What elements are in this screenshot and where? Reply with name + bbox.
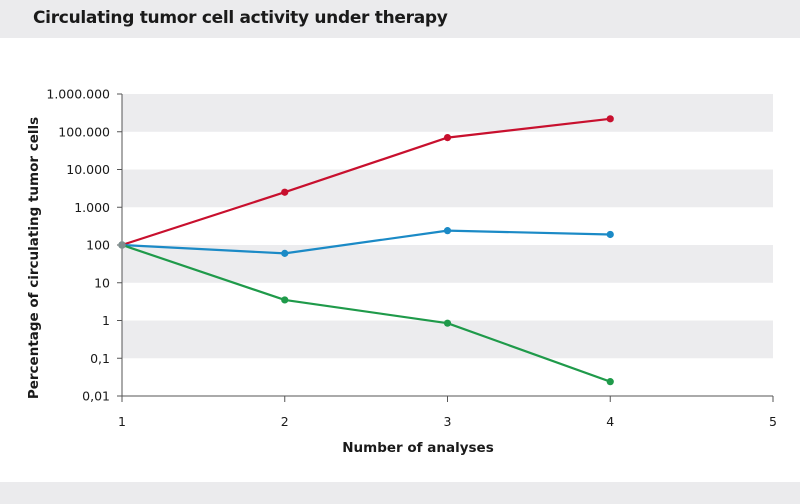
data-point bbox=[443, 319, 452, 327]
x-tick-label: 5 bbox=[769, 414, 777, 429]
data-point bbox=[606, 378, 614, 386]
data-point bbox=[606, 115, 614, 123]
y-tick-label: 0,01 bbox=[82, 389, 110, 404]
series-group bbox=[118, 115, 614, 386]
x-tick-label: 4 bbox=[606, 414, 614, 429]
x-axis-ticks: 1 2 3 4 5 bbox=[118, 396, 777, 429]
y-tick-label: 100 bbox=[86, 238, 110, 253]
data-point bbox=[606, 230, 614, 239]
title-bar: Circulating tumor cell activity under th… bbox=[0, 0, 800, 38]
data-point bbox=[281, 188, 289, 196]
grid-band bbox=[122, 94, 773, 132]
data-point bbox=[281, 249, 289, 257]
series-line bbox=[121, 117, 611, 247]
y-tick-label: 10.000 bbox=[66, 162, 110, 177]
data-point bbox=[443, 227, 452, 235]
y-axis-label: Percentage of circulating tumor cells bbox=[26, 117, 42, 399]
x-tick-label: 3 bbox=[444, 414, 452, 429]
y-tick-label: 1.000.000 bbox=[46, 87, 110, 102]
grid-band bbox=[122, 320, 773, 359]
data-point bbox=[281, 296, 289, 304]
y-axis-ticks: 0,01 0,1 1 10 100 1.000 10.000 100.000 1.000.000 bbox=[46, 87, 122, 404]
chart-title: Circulating tumor cell activity under th… bbox=[33, 8, 448, 28]
data-point-start bbox=[118, 241, 126, 249]
series-line bbox=[121, 243, 611, 383]
data-point bbox=[443, 133, 452, 142]
y-tick-label: 100.000 bbox=[58, 124, 110, 139]
y-tick-label: 10 bbox=[94, 275, 110, 290]
footer-bar bbox=[0, 482, 800, 504]
grid-bands bbox=[122, 94, 773, 359]
grid-band bbox=[122, 169, 773, 208]
series-line bbox=[121, 229, 611, 255]
y-tick-label: 1 bbox=[102, 313, 110, 328]
y-tick-label: 0,1 bbox=[90, 351, 110, 366]
x-tick-label: 2 bbox=[281, 414, 289, 429]
y-tick-label: 1.000 bbox=[74, 200, 110, 215]
x-tick-label: 1 bbox=[118, 414, 126, 429]
x-axis-label: Number of analyses bbox=[342, 440, 494, 456]
